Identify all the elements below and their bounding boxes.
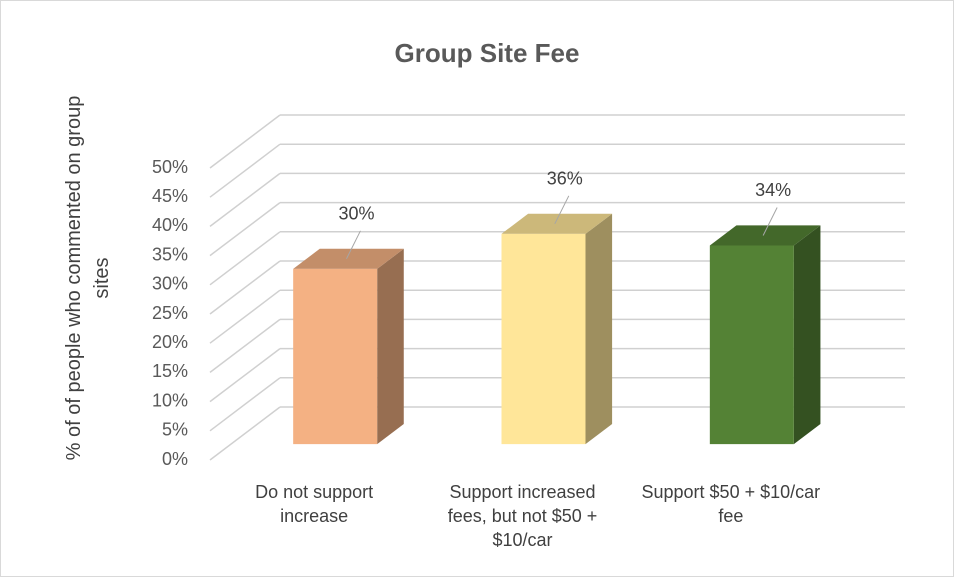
- grid-line-floor: [209, 202, 281, 257]
- x-tick-label: Support $50 + $10/car fee: [641, 482, 821, 526]
- bar: [293, 268, 378, 445]
- y-tick-label: 45%: [152, 186, 188, 206]
- grid-line-floor: [209, 377, 281, 432]
- y-axis-label: % of of people who commented on group si…: [63, 95, 113, 461]
- bar-side: [585, 213, 613, 445]
- grid-line-floor: [209, 231, 281, 286]
- bar-top: [709, 225, 821, 246]
- grid-line-floor: [209, 289, 281, 344]
- leader-line: [346, 230, 361, 260]
- data-label: 34%: [755, 180, 791, 200]
- grid-line-floor: [209, 172, 281, 227]
- y-tick-label: 50%: [152, 157, 188, 177]
- y-tick-label: 0%: [162, 449, 188, 469]
- bar: [501, 233, 586, 445]
- y-tick-label: 40%: [152, 215, 188, 235]
- x-tick-label: Do not support increase: [255, 482, 374, 526]
- grid-line-floor: [209, 260, 281, 315]
- grid-line-floor: [209, 114, 281, 169]
- grid-line-floor: [209, 348, 281, 403]
- data-label: 30%: [338, 204, 374, 224]
- y-tick-label: 5%: [162, 420, 188, 440]
- bar-side: [793, 225, 821, 445]
- grid-line-floor: [209, 143, 281, 198]
- grid-line-floor: [209, 318, 281, 373]
- y-tick-label: 20%: [152, 332, 188, 352]
- y-tick-label: 15%: [152, 361, 188, 381]
- y-tick-label: 10%: [152, 390, 188, 410]
- leader-line: [762, 207, 778, 236]
- y-tick-label: 35%: [152, 244, 188, 264]
- y-tick-label: 25%: [152, 303, 188, 323]
- bar-top: [293, 248, 404, 269]
- bar: [709, 245, 794, 445]
- leader-line: [554, 195, 570, 225]
- bar-top: [501, 213, 613, 234]
- chart-title: Group Site Fee: [395, 38, 580, 68]
- grid-line-floor: [209, 406, 281, 461]
- x-tick-label: Support increased fees, but not $50 + $1…: [447, 482, 598, 550]
- bar-side: [377, 248, 404, 445]
- data-label: 36%: [547, 169, 583, 189]
- y-tick-label: 30%: [152, 274, 188, 294]
